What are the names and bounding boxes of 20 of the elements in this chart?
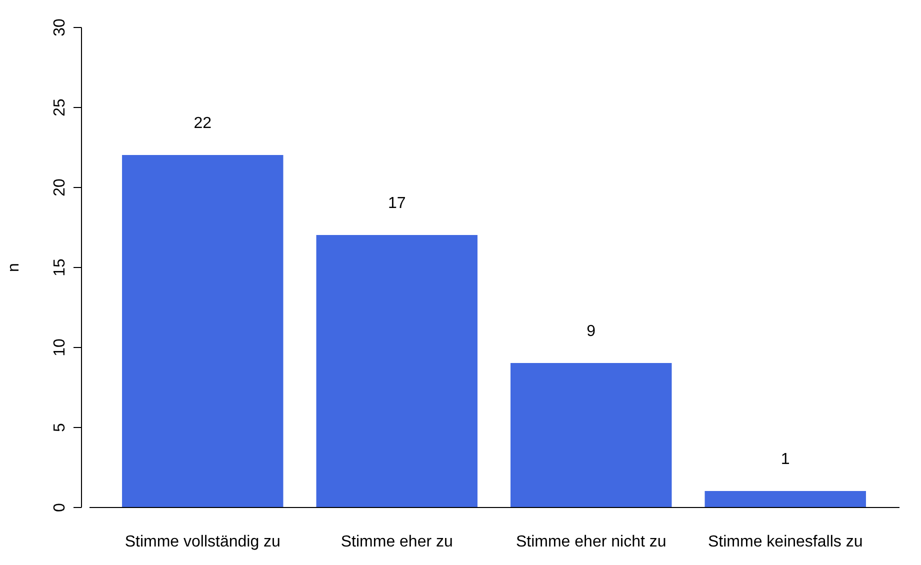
y-tick-label: 0	[52, 502, 68, 512]
y-tick-label: 25	[52, 98, 68, 116]
y-axis-title: n	[6, 263, 22, 272]
x-tick-label: Stimme keinesfalls zu	[708, 534, 863, 550]
y-tick-label: 15	[52, 258, 68, 276]
y-tick-label: 5	[52, 422, 68, 432]
y-tick-label: 30	[52, 18, 68, 36]
bar	[510, 363, 672, 507]
data-label: 1	[780, 451, 790, 468]
data-label: 9	[586, 323, 596, 340]
bar	[704, 491, 866, 507]
data-label: 22	[194, 115, 212, 132]
data-label: 17	[388, 195, 406, 212]
x-tick-label: Stimme eher nicht zu	[516, 534, 666, 550]
bar	[316, 235, 478, 507]
x-tick-label: Stimme eher zu	[340, 534, 453, 550]
x-tick-label: Stimme vollständig zu	[124, 534, 280, 550]
y-tick-label: 20	[52, 178, 68, 196]
bar	[122, 155, 284, 507]
y-tick-label: 10	[52, 338, 68, 356]
